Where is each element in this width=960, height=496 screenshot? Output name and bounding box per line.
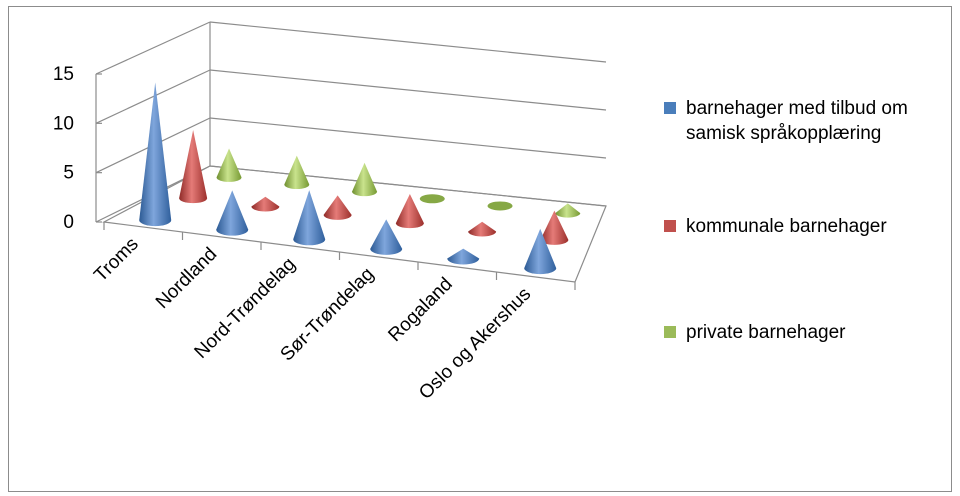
category-label: Nordland bbox=[152, 244, 221, 313]
y-tick-label: 5 bbox=[63, 163, 74, 184]
cone bbox=[540, 210, 569, 245]
legend-swatch bbox=[664, 220, 676, 232]
cone bbox=[395, 193, 424, 229]
cone-base bbox=[419, 194, 445, 204]
category-label: Rogaland bbox=[384, 274, 456, 346]
cone-body bbox=[139, 82, 172, 227]
cone bbox=[179, 130, 208, 204]
cone bbox=[352, 162, 378, 197]
cone bbox=[139, 82, 172, 227]
chart-frame bbox=[8, 6, 952, 492]
cone bbox=[468, 221, 497, 237]
cone-body bbox=[216, 190, 249, 236]
cone bbox=[447, 248, 480, 265]
category-label: Sør-Trøndelag bbox=[277, 264, 379, 366]
cone-body bbox=[293, 190, 326, 246]
y-tick-label: 0 bbox=[63, 212, 74, 233]
gridlines bbox=[95, 21, 607, 223]
cone-body bbox=[555, 203, 581, 218]
cone-body bbox=[468, 221, 497, 237]
cone bbox=[293, 190, 326, 246]
cones bbox=[139, 82, 581, 275]
y-tick-label: 15 bbox=[53, 64, 74, 85]
cone bbox=[323, 195, 352, 220]
cone-body bbox=[216, 148, 242, 182]
cone-body bbox=[284, 155, 310, 190]
cone bbox=[284, 155, 310, 190]
cone-base bbox=[487, 201, 513, 211]
cone bbox=[555, 203, 581, 218]
cone-body bbox=[352, 162, 378, 197]
cone bbox=[216, 148, 242, 182]
back-gridline bbox=[209, 69, 607, 111]
cone bbox=[524, 228, 557, 275]
back-gridline bbox=[209, 117, 607, 159]
cone bbox=[370, 219, 403, 255]
legend-swatch bbox=[664, 102, 676, 114]
legend-label: barnehager med tilbud om samisk språkopp… bbox=[686, 98, 908, 144]
cone-body bbox=[524, 228, 557, 275]
side-gridline bbox=[95, 21, 211, 75]
cone bbox=[216, 190, 249, 236]
legend-label: kommunale barnehager bbox=[686, 216, 887, 237]
legend-label: private barnehager bbox=[686, 322, 846, 343]
back-gridline bbox=[209, 21, 607, 63]
cone-body bbox=[179, 130, 208, 204]
cone-body bbox=[395, 193, 424, 229]
cone bbox=[487, 201, 513, 211]
cone-body bbox=[323, 195, 352, 220]
cone bbox=[251, 196, 280, 212]
side-gridline bbox=[95, 69, 211, 124]
axes bbox=[95, 22, 607, 290]
cone bbox=[419, 194, 445, 204]
category-label: Troms bbox=[90, 234, 142, 286]
legend-swatch bbox=[664, 326, 676, 338]
cone-body bbox=[540, 210, 569, 245]
cone-body bbox=[251, 196, 280, 212]
y-tick-label: 10 bbox=[53, 113, 74, 134]
cone-body bbox=[370, 219, 403, 255]
cone-body bbox=[447, 248, 480, 265]
